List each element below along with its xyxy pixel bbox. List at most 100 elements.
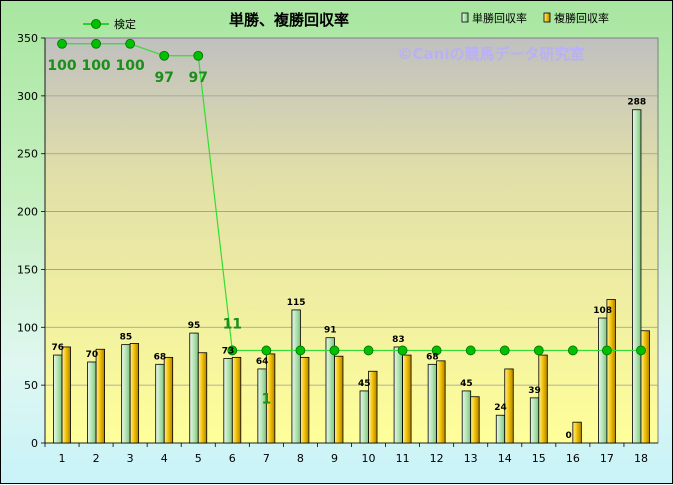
x-tick-label: 9	[331, 452, 338, 465]
bar-tan	[461, 390, 472, 444]
kentei-point	[431, 345, 442, 356]
bar-tan	[598, 317, 608, 444]
data-label-tan: 108	[593, 306, 612, 316]
x-axis: 1 2 3 4 5 6 7 8 9 10 11 12 13 14 15 16 17 18	[44, 442, 658, 465]
bar-fuku	[300, 356, 310, 444]
kentei-point	[295, 345, 306, 356]
data-label-tan: 24	[494, 403, 507, 413]
x-tick-label: 11	[396, 452, 410, 465]
bar-fuku	[163, 356, 174, 444]
x-tick-label: 7	[263, 452, 270, 465]
bar-tan	[155, 363, 165, 444]
bar-fuku	[436, 360, 446, 444]
bar-fuku	[640, 330, 650, 444]
data-label-tan: 76	[52, 343, 65, 353]
bar-tan	[121, 344, 131, 444]
y-tick-label: 100	[17, 321, 38, 334]
kentei-label: 100	[47, 58, 76, 74]
bar-fuku	[334, 355, 344, 444]
bar-fuku	[95, 348, 105, 444]
bar-fuku	[231, 356, 242, 444]
kentei-label: 97	[154, 70, 173, 86]
bar-tan	[359, 390, 369, 444]
y-tick-label: 50	[24, 379, 38, 392]
bar-fuku	[504, 368, 514, 444]
bar-tan	[393, 346, 403, 444]
kentei-point	[499, 345, 510, 356]
data-label-tan: 68	[426, 352, 439, 362]
data-label-tan: 115	[287, 298, 306, 308]
x-tick-label: 10	[362, 452, 376, 465]
kentei-label: 11	[223, 316, 242, 332]
y-tick-label: 300	[17, 90, 38, 103]
bar-tan	[529, 397, 540, 444]
chart-title: 単勝、複勝回収率	[229, 11, 349, 29]
bar-fuku	[538, 354, 548, 444]
bar-tan	[632, 109, 642, 444]
kentei-point	[602, 345, 612, 356]
kentei-point	[57, 38, 67, 49]
legend: 検定 単勝回収率 複勝回収率	[83, 11, 609, 31]
legend-swatch-tan	[461, 12, 469, 23]
data-label-tan: 91	[324, 326, 337, 336]
kentei-point	[91, 38, 101, 49]
kentei-point	[125, 38, 136, 49]
bar-tan	[291, 309, 301, 444]
kentei-point	[397, 345, 408, 356]
bar-fuku	[572, 421, 582, 444]
plot-area	[44, 37, 659, 444]
data-label-tan: 83	[392, 335, 405, 345]
kentei-line-path	[62, 43, 641, 352]
x-tick-label: 5	[195, 452, 202, 465]
kentei-point	[227, 345, 238, 356]
legend-label-kentei: 検定	[114, 17, 136, 31]
gridlines	[45, 95, 658, 386]
x-tick-label: 18	[634, 452, 648, 465]
bar-fuku	[265, 353, 276, 444]
x-tick-label: 12	[430, 452, 444, 465]
bar-tan	[189, 332, 199, 444]
y-tick-label: 350	[17, 32, 38, 45]
bar-fuku	[470, 396, 480, 444]
x-tick-label: 17	[600, 452, 614, 465]
data-label-tan: 0	[565, 431, 571, 441]
data-label-tan: 45	[460, 379, 473, 389]
legend-marker-kentei	[91, 19, 101, 29]
bar-fuku	[402, 354, 412, 444]
x-tick-label: 3	[127, 452, 134, 465]
data-label-tan: 45	[358, 379, 371, 389]
data-label-tan: 39	[528, 386, 541, 396]
bar-tan	[53, 354, 63, 444]
legend-label-tan: 単勝回収率	[472, 11, 527, 25]
kentei-point	[465, 345, 476, 356]
bars	[53, 109, 650, 444]
kentei-point	[261, 345, 272, 356]
kentei-label: 100	[81, 58, 110, 74]
x-tick-label: 1	[59, 452, 66, 465]
kentei-label: 97	[189, 70, 208, 86]
kentei-point	[193, 50, 204, 61]
data-labels: 76 70 85 68 95 73 64 115 91 45 83 68 45 24 39 0 108 288	[52, 98, 647, 441]
y-tick-label: 250	[17, 148, 38, 161]
y-axis: 0 50 100 150 200 250 300 350	[17, 32, 46, 450]
watermark: ©Caniの競馬データ研究室	[398, 45, 585, 63]
kentei-point	[567, 345, 578, 356]
kentei-point	[159, 50, 170, 61]
bar-fuku	[606, 299, 616, 444]
data-label-tan: 68	[154, 352, 167, 362]
data-label-tan: 73	[222, 347, 235, 357]
legend-swatch-fuku	[543, 12, 551, 23]
y-tick-label: 0	[31, 437, 38, 450]
y-tick-label: 200	[17, 206, 38, 219]
kentei-point	[533, 345, 544, 356]
bar-fuku	[129, 343, 140, 444]
x-tick-label: 14	[498, 452, 512, 465]
x-tick-label: 8	[297, 452, 304, 465]
legend-label-fuku: 複勝回収率	[554, 11, 609, 25]
kentei-label: 1	[261, 391, 271, 407]
bar-tan	[223, 358, 233, 444]
data-label-tan: 95	[188, 321, 201, 331]
